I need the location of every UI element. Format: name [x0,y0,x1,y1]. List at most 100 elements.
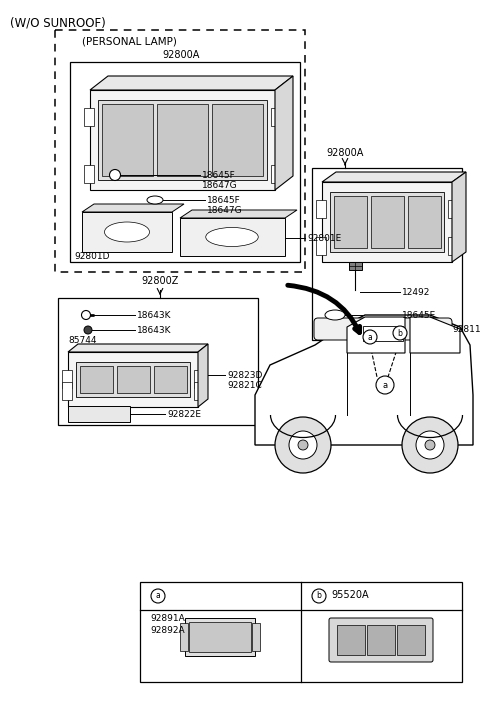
Bar [98,100,267,180]
Bar [76,362,190,397]
Polygon shape [255,315,473,445]
Text: 18647G: 18647G [202,181,238,190]
Bar [185,618,255,656]
Text: 92800Z: 92800Z [141,276,179,286]
Ellipse shape [105,222,149,242]
Bar [117,366,150,393]
Text: 92822E: 92822E [167,410,201,419]
Bar [189,622,251,652]
Bar [252,623,260,651]
Ellipse shape [325,310,345,320]
Circle shape [312,589,326,603]
Bar [58,298,258,425]
Polygon shape [180,210,297,218]
Text: 92811: 92811 [452,325,480,334]
Text: 18647G: 18647G [207,206,242,215]
Bar [140,582,462,682]
Circle shape [363,330,377,344]
Bar [70,62,300,262]
Bar [82,212,172,252]
Text: b: b [317,592,322,601]
Bar [363,326,403,341]
Bar [349,262,362,270]
Polygon shape [322,172,466,182]
Text: b: b [397,328,402,338]
Bar [157,104,208,176]
Bar [62,382,72,400]
Circle shape [275,417,331,473]
Polygon shape [275,76,293,190]
Text: a: a [383,381,387,389]
Bar [80,366,113,393]
Bar [408,196,441,248]
Bar [448,237,458,255]
Text: (W/O SUNROOF): (W/O SUNROOF) [10,16,106,29]
Text: a: a [368,333,372,341]
Bar [154,366,187,393]
Text: 85744: 85744 [68,336,96,345]
FancyBboxPatch shape [314,318,452,340]
Circle shape [82,310,91,320]
Bar [322,182,452,262]
Text: 18643K: 18643K [137,311,171,320]
Bar [62,370,72,388]
Polygon shape [347,317,405,353]
Polygon shape [90,76,293,90]
Bar [194,382,204,400]
Circle shape [416,431,444,459]
Bar [194,370,204,388]
Polygon shape [68,344,208,352]
Ellipse shape [206,227,258,247]
Bar [334,196,367,248]
Text: 18645F: 18645F [207,196,241,205]
Bar [180,218,285,256]
Polygon shape [452,172,466,262]
Text: 92801D: 92801D [74,252,109,261]
Circle shape [425,440,435,450]
Bar [84,108,94,126]
Circle shape [109,169,120,181]
Polygon shape [82,204,184,212]
Bar [337,625,365,655]
Text: 95520A: 95520A [331,590,369,600]
Text: 18645F: 18645F [202,171,236,180]
Bar [180,623,188,651]
Polygon shape [198,344,208,407]
Text: 92800A: 92800A [162,50,199,60]
Bar [371,196,404,248]
Text: 92892A: 92892A [150,626,185,635]
Circle shape [376,376,394,394]
Text: 92823D: 92823D [227,371,263,380]
Bar [330,192,444,252]
Bar [271,165,281,183]
Polygon shape [410,317,460,353]
Bar [90,90,275,190]
Circle shape [298,440,308,450]
Bar [55,30,305,272]
Text: 92891A: 92891A [150,614,185,623]
Bar [68,352,198,407]
Bar [68,406,130,422]
Circle shape [84,326,92,334]
Bar [84,165,94,183]
Bar [367,625,395,655]
FancyBboxPatch shape [329,618,433,662]
Text: 12492: 12492 [402,288,431,297]
Bar [316,237,326,255]
Text: 92821C: 92821C [227,381,262,390]
Bar [212,104,263,176]
Text: 18643K: 18643K [137,326,171,335]
Bar [316,200,326,218]
Text: a: a [156,592,160,601]
Circle shape [151,589,165,603]
Text: 92801E: 92801E [307,234,341,243]
Circle shape [402,417,458,473]
Bar [397,625,425,655]
Circle shape [289,431,317,459]
Circle shape [393,326,407,340]
Bar [102,104,153,176]
Ellipse shape [147,196,163,204]
Text: 18645E: 18645E [402,311,436,320]
Bar [271,108,281,126]
Text: 92800A: 92800A [326,148,364,158]
